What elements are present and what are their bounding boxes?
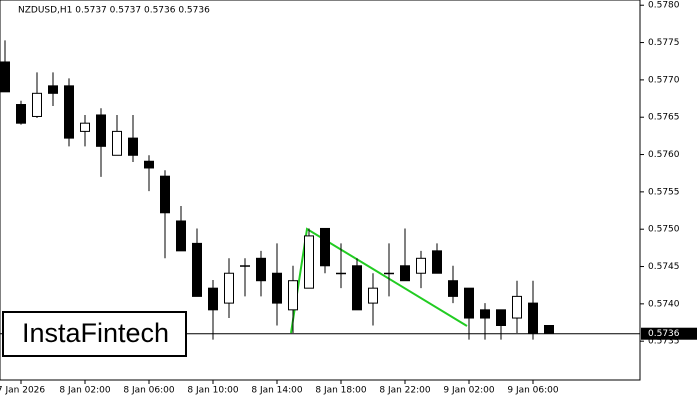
- candle-body: [80, 122, 90, 132]
- candle-body: [64, 85, 74, 139]
- y-tick-label: 0.5740: [648, 299, 680, 309]
- candle-body: [512, 295, 522, 319]
- candle-body: [240, 265, 250, 267]
- y-tick-label: 0.5750: [648, 225, 680, 235]
- candle-body: [416, 257, 426, 274]
- candle-body: [352, 265, 362, 311]
- candle-body: [400, 265, 410, 282]
- logo-box: [2, 311, 187, 357]
- candle-body: [528, 302, 538, 334]
- candle-body: [480, 309, 490, 319]
- candle-body: [544, 325, 554, 334]
- candle-body: [448, 280, 458, 297]
- candle-body: [272, 272, 282, 304]
- candle-body: [112, 130, 122, 156]
- candle-body: [384, 272, 394, 275]
- candle-body: [368, 287, 378, 304]
- candle-body: [320, 227, 330, 267]
- chart-title: NZDUSD,H1 0.5737 0.5737 0.5736 0.5736: [18, 6, 210, 16]
- candle-body: [32, 92, 42, 117]
- candle-body: [336, 272, 346, 275]
- y-tick-label: 0.5745: [648, 262, 680, 272]
- candle-body: [128, 137, 138, 156]
- candle-body: [16, 104, 26, 124]
- x-tick-label: 7 Jan 2026: [0, 386, 45, 396]
- y-tick-label: 0.5775: [648, 38, 680, 48]
- x-tick-label: 8 Jan 14:00: [251, 386, 303, 396]
- candle-body: [160, 175, 170, 214]
- y-tick-label: 0.5755: [648, 187, 680, 197]
- candle-body: [208, 287, 218, 311]
- candle-body: [496, 309, 506, 327]
- candle-body: [288, 280, 298, 311]
- y-tick-label: 0.5735: [648, 337, 680, 347]
- y-tick-label: 0.5760: [648, 150, 680, 160]
- y-tick-label: 0.5780: [648, 1, 680, 11]
- x-tick-label: 8 Jan 06:00: [123, 386, 175, 396]
- x-tick-label: 8 Jan 18:00: [315, 386, 367, 396]
- candle-body: [432, 250, 442, 274]
- candle-body: [464, 287, 474, 319]
- logo: InstaFintech: [22, 318, 169, 348]
- candle-body: [224, 272, 234, 304]
- candle-body: [192, 242, 202, 297]
- candle-body: [0, 61, 10, 93]
- x-tick-label: 8 Jan 02:00: [59, 386, 111, 396]
- current-price-label: 0.5736: [648, 329, 680, 339]
- x-tick-label: 9 Jan 06:00: [507, 386, 559, 396]
- candle-body: [144, 160, 154, 169]
- current-price-box: [641, 327, 697, 340]
- candle-body: [304, 235, 314, 289]
- candle-body: [176, 220, 186, 252]
- y-tick-label: 0.5765: [648, 113, 680, 123]
- y-tick-label: 0.5770: [648, 75, 680, 85]
- x-tick-label: 8 Jan 22:00: [379, 386, 431, 396]
- x-tick-label: 8 Jan 10:00: [187, 386, 239, 396]
- candle-body: [96, 114, 106, 147]
- x-tick-label: 9 Jan 02:00: [443, 386, 495, 396]
- candle-body: [256, 257, 266, 282]
- candle-body: [48, 85, 58, 94]
